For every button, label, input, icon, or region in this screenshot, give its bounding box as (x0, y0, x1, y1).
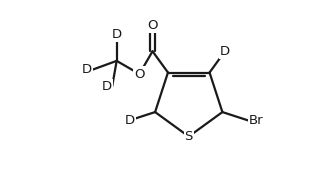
Text: D: D (220, 45, 230, 58)
Text: O: O (134, 68, 145, 81)
Text: D: D (82, 63, 92, 76)
Text: O: O (147, 19, 158, 31)
Text: D: D (102, 80, 112, 93)
Text: D: D (111, 28, 122, 41)
Text: D: D (125, 114, 135, 127)
Text: S: S (185, 130, 193, 143)
Text: Br: Br (249, 114, 263, 127)
